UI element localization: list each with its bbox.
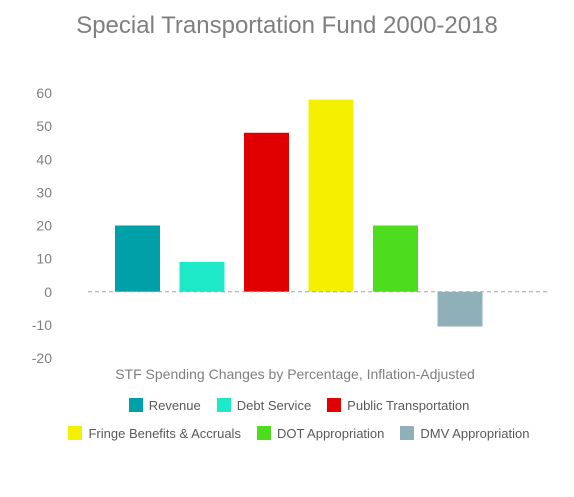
- y-tick-label: 20: [36, 218, 52, 234]
- legend-item: Debt Service: [216, 395, 312, 415]
- legend-label: DMV Appropriation: [420, 425, 530, 441]
- legend-item: DMV Appropriation: [400, 423, 530, 443]
- y-tick-label: 10: [36, 251, 52, 267]
- legend-swatch: [216, 398, 231, 412]
- chart-title: Special Transportation Fund 2000-2018: [76, 12, 498, 39]
- legend-swatch: [128, 398, 143, 412]
- legend-label: Revenue: [148, 397, 201, 413]
- legend-label: Fringe Benefits & Accruals: [88, 425, 241, 441]
- y-tick-label: 50: [36, 118, 52, 134]
- legend-item: Fringe Benefits & Accruals: [68, 423, 241, 443]
- legend-label: Public Transportation: [347, 397, 470, 413]
- bar-revenue: [115, 225, 160, 292]
- y-tick-label: 40: [36, 151, 52, 167]
- y-tick-label: -20: [32, 350, 52, 366]
- y-tick-label: 60: [36, 85, 52, 101]
- legend-swatch: [400, 426, 415, 440]
- bar-dmv-appropriation: [437, 291, 483, 327]
- bar-public-transportation: [244, 132, 289, 292]
- y-tick-label: 30: [36, 184, 52, 200]
- legend-label: Debt Service: [236, 397, 312, 413]
- legend-swatch: [327, 398, 342, 412]
- legend-item: Public Transportation: [327, 395, 469, 415]
- bar-fringe-benefits-accruals: [308, 99, 354, 292]
- y-tick-label: -10: [32, 317, 52, 333]
- y-tick-label: 0: [44, 284, 52, 300]
- legend: Revenue Debt Service Public Transportation…: [60, 395, 538, 443]
- legend-swatch: [256, 426, 271, 440]
- legend-item: DOT Appropriation: [256, 423, 385, 443]
- legend-item: Revenue: [128, 395, 201, 415]
- bar-debt-service: [179, 261, 225, 292]
- bar-dot-appropriation: [373, 225, 418, 292]
- x-axis-label: STF Spending Changes by Percentage, Infl…: [115, 366, 475, 382]
- legend-label: DOT Appropriation: [276, 425, 385, 441]
- legend-swatch: [68, 426, 83, 440]
